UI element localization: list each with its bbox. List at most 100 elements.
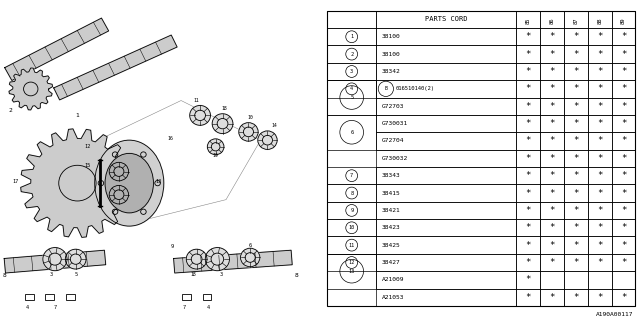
Circle shape	[43, 248, 67, 271]
Text: 4: 4	[350, 86, 353, 91]
Text: 9: 9	[171, 244, 174, 249]
Text: 1: 1	[350, 34, 353, 39]
Text: 38342: 38342	[382, 69, 401, 74]
Text: 11: 11	[194, 98, 200, 103]
Bar	[612, 63, 636, 80]
Bar	[540, 184, 564, 202]
Text: 11: 11	[349, 243, 355, 248]
Bar	[376, 167, 516, 184]
Text: *: *	[573, 188, 579, 197]
Text: *: *	[525, 50, 531, 59]
Text: A190A00117: A190A00117	[596, 312, 634, 317]
Text: *: *	[525, 171, 531, 180]
Bar	[376, 28, 516, 45]
Text: 87: 87	[573, 17, 579, 24]
Bar	[516, 98, 540, 115]
Bar	[516, 236, 540, 254]
Text: *: *	[621, 241, 626, 250]
Bar	[516, 63, 540, 80]
Circle shape	[109, 162, 129, 181]
Bar	[516, 202, 540, 219]
Bar	[516, 219, 540, 236]
Text: *: *	[549, 241, 555, 250]
Bar	[376, 98, 516, 115]
Bar	[516, 184, 540, 202]
Bar	[376, 132, 516, 150]
Bar	[588, 45, 612, 63]
Bar	[540, 11, 564, 28]
Text: 1: 1	[76, 113, 79, 118]
Bar	[540, 45, 564, 63]
Bar	[182, 294, 191, 300]
Bar	[588, 254, 612, 271]
Text: *: *	[597, 67, 602, 76]
Bar	[516, 115, 540, 132]
Bar	[540, 236, 564, 254]
Text: *: *	[525, 206, 531, 215]
Bar	[516, 167, 540, 184]
Text: *: *	[525, 136, 531, 146]
Bar	[612, 167, 636, 184]
Bar	[564, 45, 588, 63]
Text: *: *	[525, 293, 531, 302]
Text: 38421: 38421	[382, 208, 401, 213]
Text: 13: 13	[349, 269, 355, 274]
Text: *: *	[621, 67, 626, 76]
Bar	[327, 28, 376, 45]
Text: *: *	[525, 102, 531, 111]
Bar	[612, 236, 636, 254]
Bar	[612, 219, 636, 236]
Text: *: *	[621, 136, 626, 146]
Bar	[327, 254, 376, 271]
Text: 38100: 38100	[382, 34, 401, 39]
Text: *: *	[573, 171, 579, 180]
Bar	[588, 184, 612, 202]
Text: *: *	[621, 188, 626, 197]
Text: 9: 9	[350, 208, 353, 213]
Bar	[376, 219, 516, 236]
Text: *: *	[573, 206, 579, 215]
Text: *: *	[621, 50, 626, 59]
Text: 5: 5	[350, 95, 353, 100]
Text: G730032: G730032	[382, 156, 408, 161]
Bar	[45, 294, 54, 300]
Text: 7: 7	[53, 305, 56, 310]
Bar	[564, 236, 588, 254]
Text: A21053: A21053	[382, 295, 404, 300]
Bar	[612, 184, 636, 202]
Text: 7: 7	[183, 305, 186, 310]
Text: *: *	[621, 154, 626, 163]
Text: 3: 3	[350, 69, 353, 74]
Circle shape	[109, 186, 129, 204]
Text: 016510140(2): 016510140(2)	[396, 86, 435, 91]
Bar	[540, 63, 564, 80]
Bar	[66, 294, 75, 300]
Bar	[612, 289, 636, 306]
Text: *: *	[597, 32, 602, 41]
Text: *: *	[549, 188, 555, 197]
Bar	[540, 150, 564, 167]
Text: 38343: 38343	[382, 173, 401, 178]
Text: *: *	[621, 171, 626, 180]
Bar	[564, 132, 588, 150]
Bar	[564, 11, 588, 28]
Bar	[612, 28, 636, 45]
Text: 8: 8	[350, 190, 353, 196]
Bar	[588, 80, 612, 98]
Bar	[612, 98, 636, 115]
Circle shape	[258, 131, 277, 149]
Text: *: *	[597, 171, 602, 180]
Circle shape	[189, 106, 211, 125]
Bar	[588, 98, 612, 115]
Text: *: *	[573, 50, 579, 59]
Text: 10: 10	[247, 115, 253, 120]
Bar	[327, 184, 376, 202]
Bar	[540, 202, 564, 219]
Text: 89: 89	[621, 17, 626, 24]
Text: 2: 2	[350, 52, 353, 57]
Text: *: *	[621, 119, 626, 128]
Bar	[612, 132, 636, 150]
Bar	[376, 11, 516, 28]
Text: *: *	[549, 206, 555, 215]
Text: 18: 18	[190, 272, 196, 277]
